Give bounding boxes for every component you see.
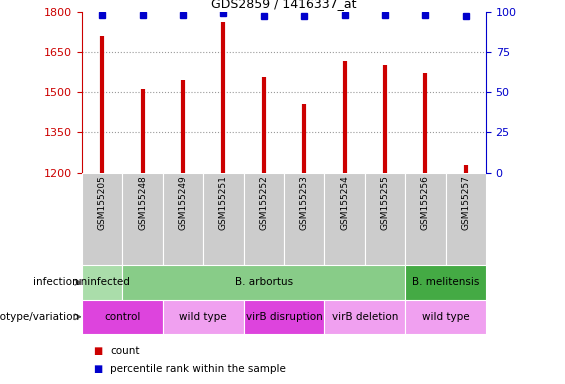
Text: genotype/variation: genotype/variation [0, 312, 79, 322]
Bar [82, 300, 163, 334]
Bar [122, 173, 163, 265]
Bar [284, 173, 324, 265]
Bar [244, 300, 324, 334]
Text: GSM155253: GSM155253 [299, 175, 308, 230]
Text: wild type: wild type [421, 312, 470, 322]
Text: GSM155205: GSM155205 [98, 175, 107, 230]
Bar [82, 173, 122, 265]
Bar [82, 265, 122, 300]
Text: GSM155251: GSM155251 [219, 175, 228, 230]
Text: control: control [104, 312, 141, 322]
Bar [365, 173, 405, 265]
Bar [324, 173, 365, 265]
Text: virB disruption: virB disruption [246, 312, 322, 322]
Text: GSM155255: GSM155255 [380, 175, 389, 230]
Bar [122, 265, 405, 300]
Text: GSM155248: GSM155248 [138, 175, 147, 230]
Bar [163, 173, 203, 265]
Text: ■: ■ [93, 346, 102, 356]
Text: uninfected: uninfected [74, 277, 130, 287]
Bar [405, 300, 486, 334]
Bar [445, 173, 486, 265]
Text: count: count [110, 346, 140, 356]
Text: ■: ■ [93, 364, 102, 374]
Text: GSM155249: GSM155249 [179, 175, 188, 230]
Bar [244, 173, 284, 265]
Text: GSM155256: GSM155256 [421, 175, 430, 230]
Text: wild type: wild type [179, 312, 227, 322]
Text: GSM155252: GSM155252 [259, 175, 268, 230]
Bar [163, 300, 244, 334]
Bar [203, 173, 244, 265]
Text: percentile rank within the sample: percentile rank within the sample [110, 364, 286, 374]
Text: GSM155257: GSM155257 [461, 175, 470, 230]
Text: B. melitensis: B. melitensis [412, 277, 479, 287]
Text: B. arbortus: B. arbortus [234, 277, 293, 287]
Bar [405, 265, 486, 300]
Text: virB deletion: virB deletion [332, 312, 398, 322]
Bar [324, 300, 405, 334]
Text: infection: infection [33, 277, 79, 287]
Text: GSM155254: GSM155254 [340, 175, 349, 230]
Title: GDS2859 / 1416337_at: GDS2859 / 1416337_at [211, 0, 357, 10]
Bar [405, 173, 445, 265]
